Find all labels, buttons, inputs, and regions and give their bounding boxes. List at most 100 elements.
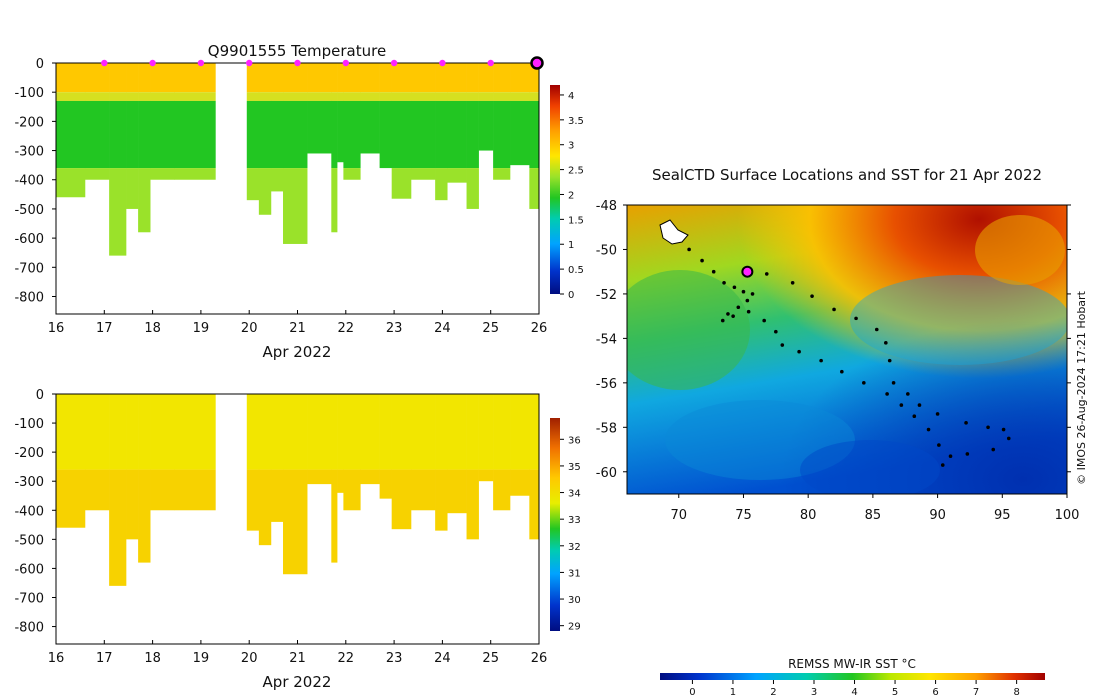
temperature-cell <box>126 92 139 101</box>
track-point <box>906 392 910 396</box>
temperature-cell <box>379 92 392 101</box>
colorbar-tick-label: 32 <box>568 542 581 553</box>
profile-marker <box>439 59 446 67</box>
temperature-cell <box>246 63 260 93</box>
track-point <box>887 358 892 363</box>
salinity-cell <box>391 469 412 530</box>
temperature-cell <box>258 100 272 169</box>
colorbar-tick-label: 2.5 <box>568 166 584 177</box>
sst-colorbar-tick-label: 4 <box>851 687 857 698</box>
temperature-cell <box>510 92 530 101</box>
salinity-cell <box>283 469 308 575</box>
temperature-cell <box>343 63 361 93</box>
salinity-cell <box>411 394 436 470</box>
salinity-cell <box>510 394 530 470</box>
y-tick-label: -600 <box>14 562 44 577</box>
temperature-cell <box>109 100 127 169</box>
temperature-cell <box>343 92 361 101</box>
salinity-cell <box>331 469 338 563</box>
track-point <box>991 447 996 452</box>
temperature-cell <box>138 100 151 169</box>
salinity-cell <box>126 469 139 540</box>
temperature-x-axis-label: Apr 2022 <box>263 343 332 361</box>
track-point <box>926 427 931 432</box>
map-title: SealCTD Surface Locations and SST for 21… <box>652 166 1042 184</box>
temperature-cell <box>126 168 139 209</box>
salinity-cell <box>270 394 284 470</box>
y-tick-label: -300 <box>14 145 44 160</box>
colorbar-tick-label: 35 <box>568 462 581 473</box>
map-y-tick-label: -60 <box>596 466 617 481</box>
temperature-cell <box>138 63 151 93</box>
track-point <box>986 425 990 430</box>
salinity-cell <box>435 394 448 470</box>
profile-marker <box>487 59 494 67</box>
temperature-cell <box>493 100 511 169</box>
temperature-cell <box>126 63 139 93</box>
map-x-tick-label: 75 <box>735 508 752 523</box>
x-tick-label: 21 <box>289 651 306 666</box>
y-tick-label: 0 <box>36 57 44 72</box>
track-point <box>964 421 968 425</box>
y-tick-label: -500 <box>14 203 44 218</box>
track-point <box>912 414 917 418</box>
y-tick-label: -700 <box>14 261 44 276</box>
salinity-cell <box>529 469 540 540</box>
temperature-cell <box>435 63 448 93</box>
salinity-cell <box>307 469 332 485</box>
temperature-cell <box>270 100 284 169</box>
profile-marker <box>246 59 253 67</box>
salinity-cell <box>360 394 380 470</box>
temperature-cell <box>331 92 338 101</box>
y-tick-label: -200 <box>14 446 44 461</box>
salinity-cell <box>510 469 530 496</box>
track-point <box>764 272 769 276</box>
temperature-cell <box>270 63 284 93</box>
salinity-x-axis-label: Apr 2022 <box>263 673 332 691</box>
y-tick-label: -100 <box>14 417 44 432</box>
salinity-cell <box>337 394 344 470</box>
temperature-cell <box>246 168 260 201</box>
salinity-cell <box>343 394 361 470</box>
track-point <box>780 343 785 347</box>
track-point <box>762 318 766 323</box>
temperature-cell <box>283 100 308 169</box>
temperature-cell <box>84 92 110 101</box>
map-y-tick-label: -50 <box>596 243 617 258</box>
temperature-cell <box>466 168 479 209</box>
track-point <box>884 341 888 345</box>
sst-colorbar-tick-label: 5 <box>892 687 898 698</box>
salinity-cell <box>258 469 272 546</box>
temperature-cell <box>258 63 272 93</box>
salinity-cell <box>360 469 380 485</box>
colorbar-tick-label: 34 <box>568 489 581 500</box>
temperature-y-axis: 0 -100 -200 -300 -400 -500 -600 -700 -800 <box>14 57 56 305</box>
temperature-cell <box>258 92 272 101</box>
map-x-tick-label: 70 <box>670 508 687 523</box>
colorbar-tick-label: 30 <box>568 595 581 606</box>
seal-track <box>687 247 1011 467</box>
salinity-cell <box>379 394 392 470</box>
map-axes-frame <box>626 204 1068 495</box>
temperature-cell <box>360 100 380 154</box>
x-tick-label: 23 <box>386 321 403 336</box>
x-tick-label: 26 <box>531 651 548 666</box>
track-point <box>720 318 725 323</box>
temperature-cell <box>510 100 530 166</box>
temperature-cell <box>307 63 332 93</box>
salinity-cell <box>478 394 494 470</box>
salinity-cell <box>56 394 86 470</box>
sst-colorbar-tick-label: 7 <box>973 687 979 698</box>
colorbar-tick-label: 0 <box>568 290 574 301</box>
y-tick-label: -500 <box>14 533 44 548</box>
y-tick-label: -800 <box>14 290 44 305</box>
sst-colorbar-ticks: 0 1 2 3 4 5 6 7 8 <box>689 680 1020 698</box>
temperature-cell <box>529 100 540 169</box>
track-point <box>917 403 922 407</box>
colorbar-tick-label: 3.5 <box>568 116 584 127</box>
y-tick-label: 0 <box>36 388 44 403</box>
track-point <box>750 292 755 296</box>
temperature-cell <box>379 63 392 93</box>
temperature-cell <box>411 168 436 180</box>
